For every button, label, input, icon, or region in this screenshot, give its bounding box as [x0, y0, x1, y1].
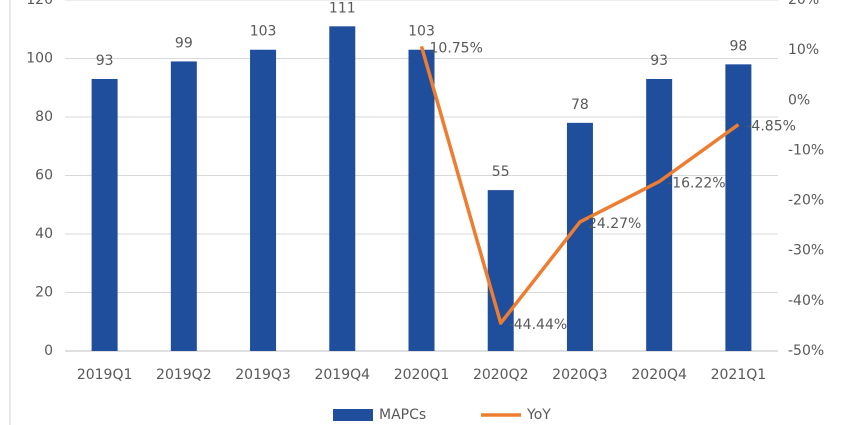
y-tick-label: 100 — [26, 51, 53, 67]
x-tick-label: 2019Q3 — [235, 367, 291, 383]
legend-label: MAPCs — [379, 407, 426, 423]
y2-tick-label: -50% — [788, 343, 824, 359]
bar-label: 93 — [650, 53, 668, 69]
bar — [329, 26, 356, 351]
x-tick-label: 2020Q2 — [473, 367, 529, 383]
bar-label: 78 — [571, 97, 589, 113]
y2-tick-label: 20% — [788, 0, 819, 8]
bar-label: 55 — [492, 164, 510, 180]
y2-tick-label: 0% — [788, 92, 810, 108]
bar-label: 99 — [175, 35, 193, 51]
y-tick-label: 40 — [35, 226, 53, 242]
line-label: -4.85% — [746, 119, 796, 135]
x-tick-label: 2020Q1 — [394, 367, 450, 383]
bar-label: 93 — [96, 53, 114, 69]
y-tick-label: 20 — [35, 285, 53, 301]
bar — [91, 78, 118, 351]
line — [419, 45, 740, 325]
y-tick-label: 120 — [26, 0, 53, 8]
y2-tick-label: -20% — [788, 193, 824, 209]
x-tick-label: 2019Q1 — [77, 367, 133, 383]
line-label: -44.44% — [509, 317, 567, 333]
bar — [646, 78, 673, 351]
x-tick-label: 2019Q4 — [314, 367, 370, 383]
bar — [408, 49, 435, 351]
y2-tick-label: -10% — [788, 142, 824, 158]
legend-swatch — [333, 409, 373, 421]
x-tick-label: 2019Q2 — [156, 367, 212, 383]
bar — [170, 61, 197, 352]
y-tick-label: 60 — [35, 168, 53, 184]
line-label: 10.75% — [430, 40, 483, 56]
bar-label: 98 — [729, 38, 747, 54]
bar — [725, 64, 752, 351]
y-tick-label: 80 — [35, 109, 53, 125]
line-label: -16.22% — [667, 176, 725, 192]
y2-tick-label: -30% — [788, 243, 824, 259]
bar — [566, 122, 593, 351]
y-tick-label: 0 — [44, 343, 53, 359]
bar-label: 103 — [408, 24, 435, 40]
x-tick-label: 2020Q4 — [631, 367, 687, 383]
bar-label: 111 — [329, 0, 356, 16]
bar-label: 103 — [250, 24, 277, 40]
x-tick-label: 2020Q3 — [552, 367, 608, 383]
y2-tick-label: -40% — [788, 293, 824, 309]
bar — [250, 49, 277, 351]
x-tick-label: 2021Q1 — [711, 367, 767, 383]
y2-tick-label: 10% — [788, 42, 819, 58]
line-label: 24.27% — [588, 216, 641, 232]
legend-label: YoY — [526, 407, 551, 423]
